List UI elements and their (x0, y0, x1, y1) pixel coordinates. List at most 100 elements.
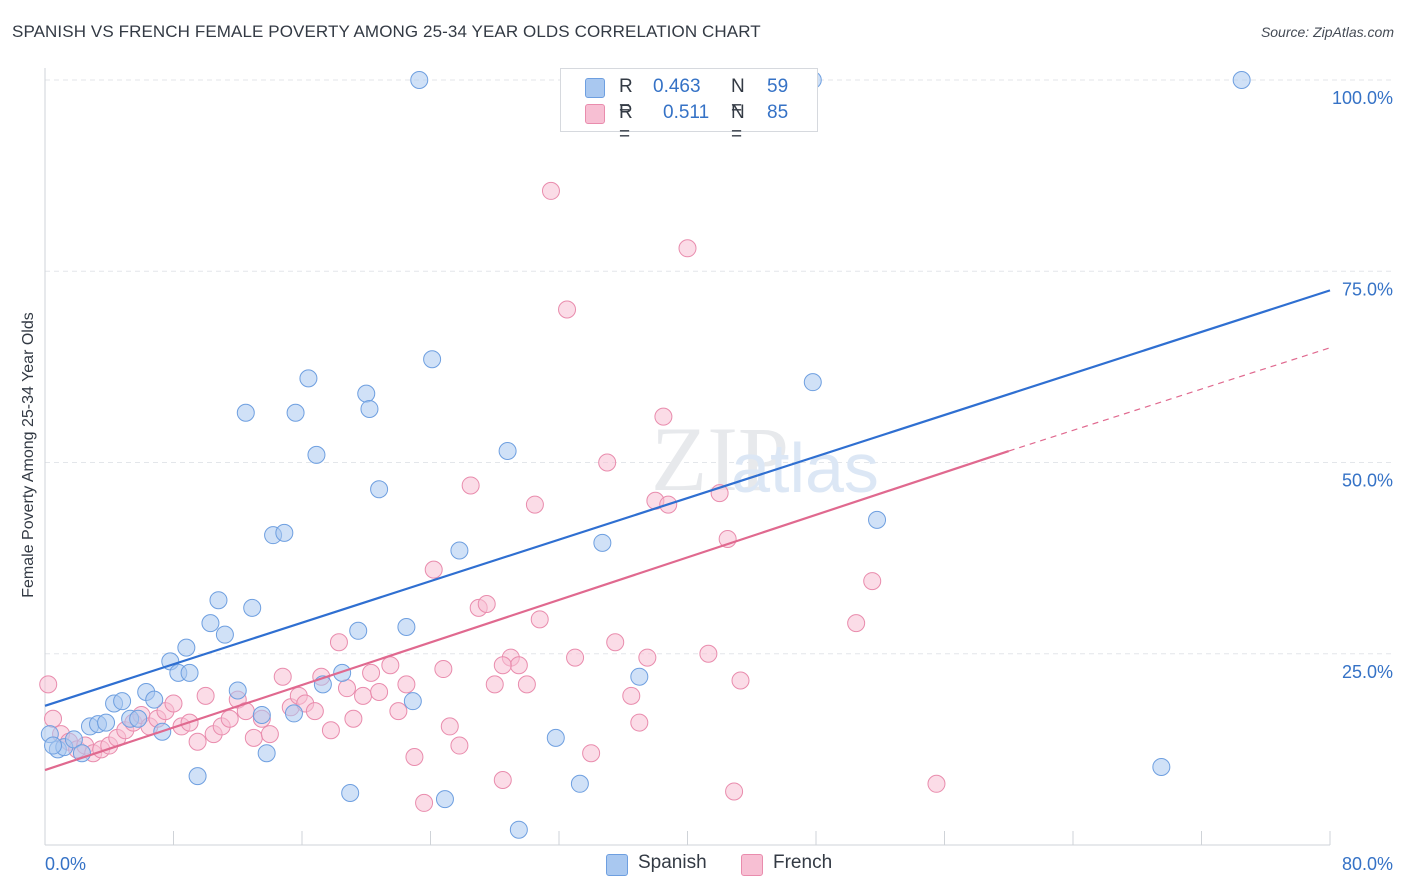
legend-n-label: N = (731, 102, 745, 145)
spanish-point (215, 625, 234, 644)
spanish-point (236, 403, 255, 422)
spanish-point (286, 403, 305, 422)
french-point (485, 675, 504, 694)
french-point (493, 770, 512, 789)
french-point (405, 748, 424, 767)
spanish-point (403, 692, 422, 711)
french-point (630, 713, 649, 732)
x-tick-label: 0.0% (45, 854, 86, 874)
spanish-point (209, 591, 228, 610)
spanish-point (113, 692, 132, 711)
french-point (344, 709, 363, 728)
french-trend-line (44, 449, 1010, 772)
tick-labels: 25.0% 50.0% 75.0% 100.0% 0.0% 80.0% (45, 88, 1393, 874)
french-point (530, 610, 549, 629)
french-point (598, 453, 617, 472)
spanish-point (349, 621, 368, 640)
french-point (654, 407, 673, 426)
french-point (389, 702, 408, 721)
french-point (415, 793, 434, 812)
spanish-point (177, 638, 196, 657)
bottom-legend-label-spanish: Spanish (638, 852, 707, 873)
french-point (424, 560, 443, 579)
french-point (606, 633, 625, 652)
french-point (44, 709, 63, 728)
french-point (362, 663, 381, 682)
french-point (337, 679, 356, 698)
french-point (188, 732, 207, 751)
spanish-point (201, 614, 220, 633)
french-point (622, 686, 641, 705)
french-point (558, 300, 577, 319)
bottom-legend-label-french: French (773, 852, 833, 873)
spanish-point (1152, 757, 1171, 776)
french-point (525, 495, 544, 514)
spanish-point (228, 681, 247, 700)
stats-legend: R = 0.463 N = 59 R = 0.511 N = 85 (560, 68, 818, 145)
french-point (39, 675, 58, 694)
french-point (220, 709, 239, 728)
french-point (638, 648, 657, 667)
french-point (541, 181, 560, 200)
french-point (699, 644, 718, 663)
spanish-points (40, 71, 1251, 839)
spanish-point (803, 373, 822, 392)
trend-lines (44, 289, 1331, 772)
chart-title: SPANISH VS FRENCH FEMALE POVERTY AMONG 2… (12, 22, 761, 41)
french-point (509, 656, 528, 675)
y-tick-label: 50.0% (1342, 471, 1393, 491)
french-point (321, 721, 340, 740)
french-point (244, 728, 263, 747)
spanish-point (410, 71, 429, 89)
french-point (927, 774, 946, 793)
french-point (566, 648, 585, 667)
spanish-point (630, 667, 649, 686)
legend-r-label: R = (619, 102, 633, 145)
spanish-point (360, 399, 379, 418)
spanish-point (341, 783, 360, 802)
spanish-point (252, 705, 271, 724)
french-point (517, 675, 536, 694)
y-tick-label: 100.0% (1332, 88, 1393, 108)
legend-swatch-french (585, 104, 605, 124)
spanish-point (435, 790, 454, 809)
spanish-point (370, 480, 389, 499)
french-point (731, 671, 750, 690)
french-point (273, 667, 292, 686)
french-trend-extension (1008, 347, 1331, 452)
legend-r-value: 0.463 (653, 76, 701, 97)
y-axis-label: Female Poverty Among 25-34 Year Olds (20, 312, 37, 598)
legend-r-value: 0.511 (663, 102, 710, 123)
spanish-point (44, 736, 63, 755)
french-point (440, 717, 459, 736)
french-point (678, 239, 697, 258)
french-point (164, 694, 183, 713)
french-point (461, 476, 480, 495)
french-point (582, 744, 601, 763)
y-tick-label: 25.0% (1342, 662, 1393, 682)
spanish-trend-line (44, 289, 1331, 707)
spanish-point (570, 774, 589, 793)
spanish-point (397, 617, 416, 636)
spanish-point (509, 820, 528, 839)
spanish-point (145, 690, 164, 709)
french-point (305, 702, 324, 721)
spanish-point (284, 704, 303, 723)
legend-swatch-spanish (585, 78, 605, 98)
spanish-point (188, 767, 207, 786)
spanish-point (546, 728, 565, 747)
legend-r-label: R = (619, 76, 633, 119)
french-point (397, 675, 416, 694)
spanish-point (1232, 71, 1251, 89)
spanish-point (357, 384, 376, 403)
french-point (477, 595, 496, 614)
spanish-point (498, 442, 517, 461)
bottom-legend-swatch-french (741, 854, 763, 876)
french-points (39, 71, 946, 812)
french-point (354, 686, 373, 705)
spanish-point (64, 730, 83, 749)
french-point (863, 572, 882, 591)
source-label: Source: ZipAtlas.com (1260, 24, 1394, 40)
french-point (450, 736, 469, 755)
